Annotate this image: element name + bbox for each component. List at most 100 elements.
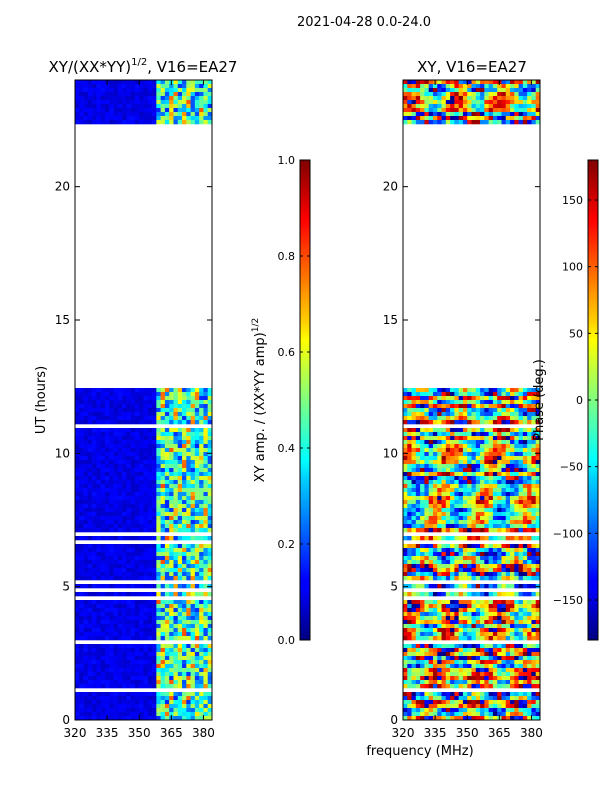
heatmap-cell xyxy=(480,516,485,521)
heatmap-cell xyxy=(164,500,170,505)
heatmap-cell xyxy=(92,100,97,105)
heatmap-cell xyxy=(147,712,153,717)
heatmap-cell xyxy=(428,564,434,569)
heatmap-cell xyxy=(505,408,511,413)
heatmap-cell xyxy=(190,84,196,89)
heatmap-cell xyxy=(527,112,532,117)
heatmap-cell xyxy=(407,444,412,449)
heatmap-cell xyxy=(428,568,434,573)
heatmap-cell xyxy=(164,636,170,641)
heatmap-cell xyxy=(164,676,170,681)
heatmap-cell xyxy=(441,80,447,85)
heatmap-cell xyxy=(194,112,200,117)
heatmap-cell xyxy=(104,660,110,665)
heatmap-cell xyxy=(79,396,84,401)
heatmap-cell xyxy=(458,416,464,421)
heatmap-cell xyxy=(415,392,421,397)
heatmap-cell xyxy=(83,436,89,441)
heatmap-cell xyxy=(428,80,434,85)
heatmap-cell xyxy=(160,516,166,521)
heatmap-cell xyxy=(428,444,434,449)
heatmap-cell xyxy=(501,440,507,445)
heatmap-cell xyxy=(505,516,511,521)
heatmap-cell xyxy=(424,84,429,89)
heatmap-cell xyxy=(501,636,507,641)
heatmap-cell xyxy=(518,572,524,577)
heatmap-cell xyxy=(403,628,408,633)
heatmap-cell xyxy=(83,472,89,477)
heatmap-cell xyxy=(207,444,213,449)
heatmap-cell xyxy=(177,524,183,529)
heatmap-cell xyxy=(420,552,425,557)
heatmap-cell xyxy=(182,396,187,401)
heatmap-cell xyxy=(164,80,170,85)
heatmap-cell xyxy=(182,388,187,393)
heatmap-cell xyxy=(441,592,447,597)
heatmap-cell xyxy=(156,600,161,605)
heatmap-cell xyxy=(96,500,101,505)
heatmap-cell xyxy=(139,104,144,109)
heatmap-cell xyxy=(522,584,528,589)
heatmap-cell xyxy=(122,404,127,409)
heatmap-cell xyxy=(454,536,459,541)
heatmap-cell xyxy=(147,592,153,597)
heatmap-cell xyxy=(130,528,136,533)
heatmap-cell xyxy=(186,700,191,705)
heatmap-cell xyxy=(75,700,80,705)
heatmap-cell xyxy=(467,456,472,461)
heatmap-cell xyxy=(194,484,200,489)
heatmap-cell xyxy=(182,416,187,421)
heatmap-cell xyxy=(462,420,468,425)
heatmap-cell xyxy=(501,632,507,637)
heatmap-cell xyxy=(454,436,459,441)
heatmap-cell xyxy=(75,624,80,629)
heatmap-cell xyxy=(117,584,123,589)
heatmap-cell xyxy=(420,496,425,501)
heatmap-cell xyxy=(139,88,144,93)
heatmap-cell xyxy=(104,684,110,689)
heatmap-cell xyxy=(96,616,101,621)
heatmap-cell xyxy=(510,564,515,569)
heatmap-cell xyxy=(126,520,131,525)
heatmap-cell xyxy=(505,616,511,621)
heatmap-cell xyxy=(79,420,84,425)
heatmap-cell xyxy=(104,388,110,393)
heatmap-cell xyxy=(428,496,434,501)
heatmap-cell xyxy=(92,684,97,689)
heatmap-cell xyxy=(480,436,485,441)
heatmap-cell xyxy=(432,536,438,541)
heatmap-cell xyxy=(134,396,140,401)
heatmap-cell xyxy=(147,568,153,573)
heatmap-cell xyxy=(407,388,412,393)
heatmap-cell xyxy=(475,584,481,589)
heatmap-cell xyxy=(100,672,106,677)
heatmap-cell xyxy=(186,404,191,409)
heatmap-cell xyxy=(130,488,136,493)
heatmap-cell xyxy=(518,448,524,453)
heatmap-cell xyxy=(87,512,93,517)
heatmap-cell xyxy=(92,468,97,473)
heatmap-cell xyxy=(420,100,425,105)
heatmap-cell xyxy=(117,680,123,685)
heatmap-cell xyxy=(79,608,84,613)
heatmap-cell xyxy=(139,604,144,609)
heatmap-cell xyxy=(471,88,477,93)
heatmap-cell xyxy=(428,432,434,437)
heatmap-cell xyxy=(467,548,472,553)
heatmap-cell xyxy=(139,700,144,705)
heatmap-cell xyxy=(207,636,213,641)
heatmap-cell xyxy=(480,620,485,625)
heatmap-cell xyxy=(126,672,131,677)
heatmap-cell xyxy=(126,512,131,517)
heatmap-cell xyxy=(186,560,191,565)
heatmap-cell xyxy=(164,620,170,625)
heatmap-cell xyxy=(518,116,524,121)
heatmap-cell xyxy=(424,432,429,437)
heatmap-cell xyxy=(156,436,161,441)
heatmap-cell xyxy=(475,84,481,89)
heatmap-cell xyxy=(510,100,515,105)
heatmap-cell xyxy=(207,396,213,401)
heatmap-cell xyxy=(492,516,498,521)
heatmap-cell xyxy=(531,568,537,573)
